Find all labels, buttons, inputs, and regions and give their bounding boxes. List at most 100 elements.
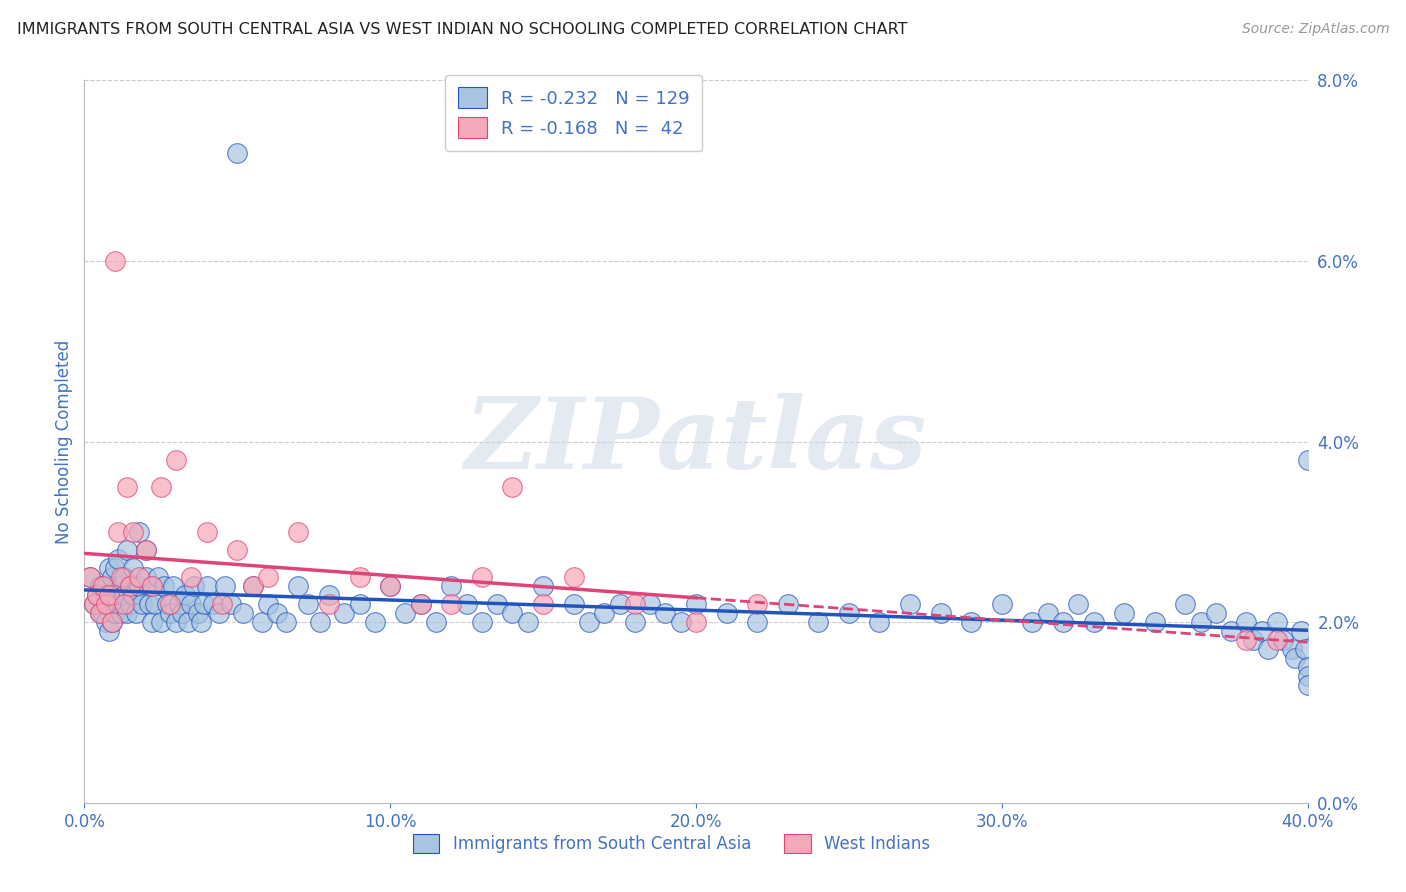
Point — [122, 588, 145, 602]
Point — [1067, 597, 1090, 611]
Point — [110, 579, 132, 593]
Point — [104, 561, 127, 575]
Point — [83, 597, 105, 611]
Point — [135, 570, 157, 584]
Point — [409, 597, 432, 611]
Point — [159, 597, 181, 611]
Point — [1257, 642, 1279, 657]
Point — [364, 615, 387, 630]
Point — [257, 597, 280, 611]
Point — [1250, 624, 1272, 639]
Point — [1052, 615, 1074, 630]
Point — [276, 615, 298, 630]
Point — [89, 606, 111, 620]
Point — [1241, 633, 1264, 648]
Point — [131, 597, 153, 611]
Point — [208, 606, 231, 620]
Point — [201, 597, 224, 611]
Point — [172, 606, 194, 620]
Point — [141, 579, 163, 593]
Point — [226, 145, 249, 160]
Point — [776, 597, 799, 611]
Point — [174, 588, 197, 602]
Point — [409, 597, 432, 611]
Point — [104, 606, 127, 620]
Point — [86, 588, 108, 602]
Point — [120, 579, 142, 593]
Point — [380, 579, 402, 593]
Point — [1296, 669, 1319, 683]
Point — [79, 570, 101, 584]
Point — [1236, 615, 1258, 630]
Point — [747, 615, 769, 630]
Point — [180, 597, 202, 611]
Point — [1205, 606, 1227, 620]
Point — [685, 597, 707, 611]
Point — [1021, 615, 1043, 630]
Point — [232, 606, 254, 620]
Point — [318, 588, 340, 602]
Point — [97, 588, 120, 602]
Point — [115, 542, 138, 557]
Point — [654, 606, 676, 620]
Point — [122, 561, 145, 575]
Point — [112, 588, 135, 602]
Point — [1294, 642, 1316, 657]
Point — [898, 597, 921, 611]
Point — [97, 624, 120, 639]
Point — [929, 606, 952, 620]
Point — [287, 524, 309, 539]
Point — [219, 597, 242, 611]
Point — [502, 606, 524, 620]
Point — [250, 615, 273, 630]
Point — [440, 597, 463, 611]
Point — [1036, 606, 1059, 620]
Point — [91, 606, 114, 620]
Point — [440, 579, 463, 593]
Point — [669, 615, 692, 630]
Point — [149, 480, 172, 494]
Point — [318, 597, 340, 611]
Point — [1284, 651, 1306, 665]
Point — [394, 606, 416, 620]
Point — [115, 480, 138, 494]
Point — [1236, 633, 1258, 648]
Point — [186, 606, 208, 620]
Point — [107, 524, 129, 539]
Point — [101, 615, 124, 630]
Point — [211, 597, 233, 611]
Point — [308, 615, 330, 630]
Point — [94, 615, 117, 630]
Point — [195, 579, 218, 593]
Point — [107, 552, 129, 566]
Point — [214, 579, 236, 593]
Point — [162, 579, 184, 593]
Point — [991, 597, 1014, 611]
Point — [1296, 660, 1319, 674]
Point — [471, 615, 494, 630]
Point — [107, 597, 129, 611]
Point — [562, 570, 585, 584]
Point — [135, 542, 157, 557]
Point — [193, 597, 215, 611]
Point — [112, 570, 135, 584]
Point — [349, 597, 371, 611]
Legend: Immigrants from South Central Asia, West Indians: Immigrants from South Central Asia, West… — [406, 827, 936, 860]
Point — [516, 615, 538, 630]
Point — [141, 579, 163, 593]
Point — [146, 570, 169, 584]
Point — [112, 597, 135, 611]
Point — [1296, 678, 1319, 692]
Point — [333, 606, 356, 620]
Point — [531, 579, 554, 593]
Point — [578, 615, 600, 630]
Point — [128, 570, 150, 584]
Point — [101, 615, 124, 630]
Point — [120, 597, 142, 611]
Point — [94, 597, 117, 611]
Point — [89, 606, 111, 620]
Point — [101, 570, 124, 584]
Point — [86, 588, 108, 602]
Point — [135, 542, 157, 557]
Point — [685, 615, 707, 630]
